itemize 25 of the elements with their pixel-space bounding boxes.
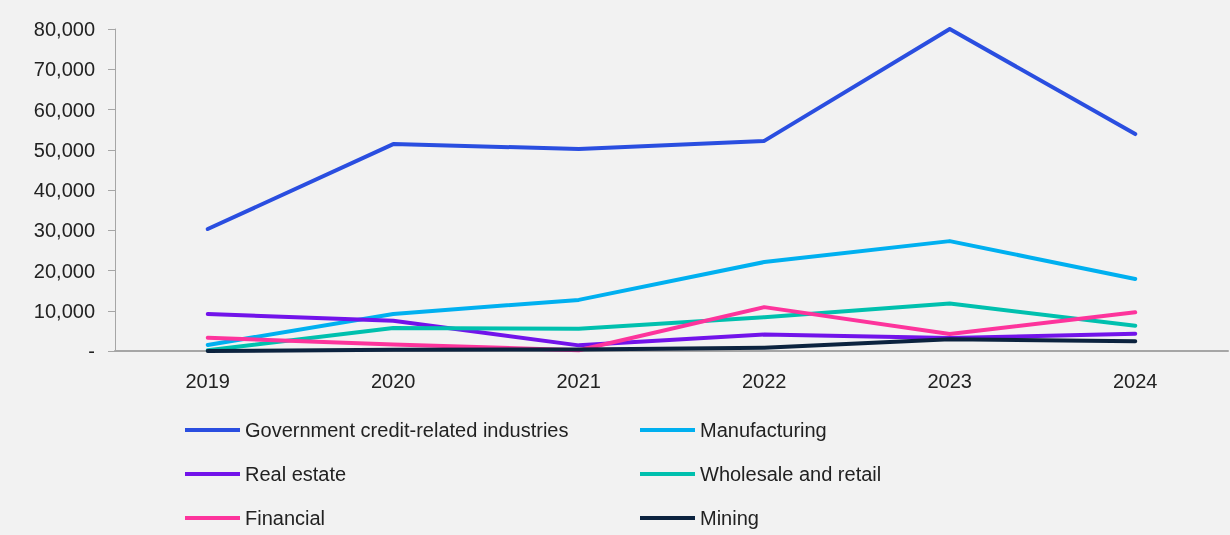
y-tick-label: 30,000: [33, 219, 95, 242]
x-tick-label: 2023: [927, 370, 972, 392]
y-tick-label: 10,000: [33, 299, 95, 322]
x-tick-label: 2024: [1113, 370, 1158, 392]
x-tick-label: 2020: [371, 370, 416, 392]
y-tick-label: 50,000: [33, 138, 95, 161]
y-tick-label: -: [88, 340, 95, 362]
legend-label: Real estate: [245, 463, 347, 485]
legend-label: Wholesale and retail: [700, 463, 882, 485]
y-tick-label: 20,000: [33, 259, 95, 282]
legend-label: Financial: [245, 507, 326, 529]
line-series: [205, 27, 1138, 232]
legend-label: Government credit-related industries: [245, 419, 569, 441]
x-tick-label: 2021: [556, 370, 601, 392]
line-series: [205, 337, 1138, 353]
legend-label: Mining: [700, 507, 759, 529]
y-tick-label: 60,000: [33, 98, 95, 121]
line-series: [205, 239, 1138, 347]
line-series: [205, 311, 1138, 348]
legend-label: Manufacturing: [700, 419, 827, 441]
y-tick-label: 70,000: [33, 58, 95, 81]
y-tick-label: 80,000: [33, 18, 95, 40]
y-tick-label: 40,000: [33, 179, 95, 201]
x-tick-label: 2019: [185, 370, 230, 392]
x-tick-label: 2022: [742, 370, 787, 392]
